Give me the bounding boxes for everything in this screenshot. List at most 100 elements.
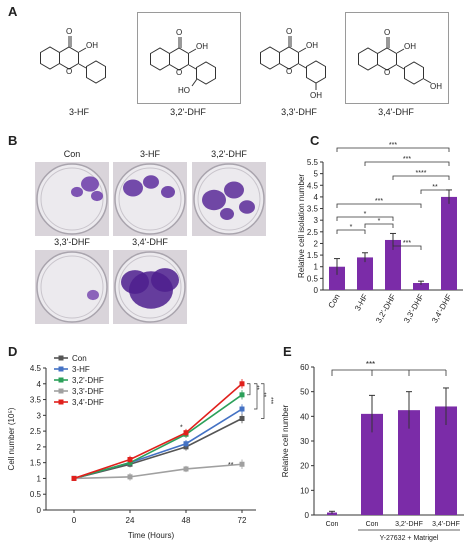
significance-label: **** bbox=[416, 170, 427, 177]
structure-drawing: O OH O OH bbox=[358, 28, 442, 91]
svg-text:OH: OH bbox=[404, 42, 416, 51]
series-line bbox=[73, 383, 243, 480]
data-point bbox=[71, 475, 77, 481]
data-point bbox=[127, 457, 133, 463]
significance-label: *** bbox=[403, 240, 411, 247]
y-tick-label: 2 bbox=[314, 239, 319, 248]
x-tick-label: Con bbox=[327, 293, 342, 310]
y-tick-label: 5 bbox=[314, 170, 319, 179]
chart-e-relative-cell-number: Relative cell number 0 10 20 30 40 50 60 Con Con 3… bbox=[281, 360, 464, 542]
colony-dish bbox=[35, 250, 109, 324]
y-tick-label: 4 bbox=[37, 380, 42, 389]
data-point bbox=[239, 406, 245, 412]
x-tick-label: 48 bbox=[182, 516, 191, 525]
y-tick-label: 4 bbox=[314, 193, 319, 202]
colony-blob bbox=[239, 200, 255, 214]
x-tick-label: 3,4'-DHF bbox=[430, 292, 454, 324]
significance-bracket bbox=[254, 383, 258, 410]
colony-blob bbox=[81, 176, 99, 192]
y-tick-label: 60 bbox=[300, 363, 309, 372]
significance-bracket bbox=[331, 369, 446, 376]
svg-text:O: O bbox=[176, 68, 182, 77]
legend-marker bbox=[58, 377, 64, 383]
bar bbox=[357, 257, 373, 290]
colony-blob bbox=[87, 289, 99, 301]
compound-1: O OH O HO bbox=[137, 12, 241, 104]
significance-label: ** bbox=[253, 385, 259, 390]
significance-bracket bbox=[336, 216, 394, 221]
svg-text:OH: OH bbox=[306, 41, 318, 50]
x-tick-label: 3,2'-DHF bbox=[374, 292, 398, 324]
significance-label: * bbox=[378, 218, 381, 225]
x-tick-label: 3-HF bbox=[353, 292, 370, 312]
colony-dish bbox=[113, 250, 187, 324]
y-axis-label: Cell number (10⁵) bbox=[7, 407, 16, 470]
colony-blob bbox=[121, 270, 149, 294]
structure-drawing: O OH O bbox=[40, 27, 106, 84]
bar bbox=[398, 410, 420, 515]
chart-c-relative-cell-isolation: Relative cell isolation number 0 0.5 1 1.5 2 2… bbox=[297, 142, 463, 325]
y-tick-label: 40 bbox=[300, 412, 309, 421]
colony-blob bbox=[224, 181, 244, 199]
significance-label: *** bbox=[267, 397, 273, 405]
svg-text:O: O bbox=[286, 27, 292, 36]
significance-bracket bbox=[364, 223, 394, 228]
significance-bracket bbox=[336, 229, 366, 234]
bar bbox=[329, 266, 345, 290]
y-tick-label: 0 bbox=[314, 286, 319, 295]
compound-label: 3,2'-DHF bbox=[170, 107, 206, 117]
compound-0: O OH O bbox=[28, 12, 130, 102]
y-axis-label: Relative cell isolation number bbox=[297, 174, 306, 278]
significance-bracket bbox=[392, 245, 422, 250]
series-line bbox=[73, 408, 243, 480]
significance-label: * bbox=[364, 211, 367, 218]
svg-text:O: O bbox=[384, 28, 390, 37]
y-tick-label: 0 bbox=[305, 511, 310, 520]
colony-dish bbox=[113, 162, 187, 236]
significance-bracket bbox=[261, 383, 265, 419]
data-point bbox=[239, 381, 245, 387]
y-tick-label: 4.5 bbox=[30, 364, 42, 373]
significance-bracket bbox=[336, 203, 422, 208]
significance-bracket bbox=[364, 161, 450, 166]
svg-text:O: O bbox=[286, 67, 292, 76]
series-line bbox=[73, 394, 243, 480]
y-tick-label: 3 bbox=[314, 216, 319, 225]
data-point bbox=[127, 474, 133, 480]
y-tick-label: 2.5 bbox=[30, 427, 42, 436]
x-tick-label: 3,3'-DHF bbox=[402, 292, 426, 324]
x-tick-label: Con bbox=[326, 521, 339, 528]
significance-label: ** bbox=[228, 462, 234, 469]
svg-text:OH: OH bbox=[310, 91, 322, 100]
svg-text:OH: OH bbox=[196, 42, 208, 51]
x-tick-label: 24 bbox=[126, 516, 135, 525]
y-tick-label: 1.5 bbox=[307, 251, 319, 260]
x-tick-label: 0 bbox=[72, 516, 77, 525]
y-tick-label: 3.5 bbox=[30, 396, 42, 405]
legend-marker bbox=[58, 366, 64, 372]
y-tick-label: 0.5 bbox=[307, 274, 319, 283]
panel-letter-c: C bbox=[310, 133, 320, 148]
bar bbox=[441, 196, 457, 290]
y-tick-label: 1 bbox=[37, 474, 42, 483]
significance-bracket bbox=[392, 175, 450, 180]
panel-letter-b: B bbox=[8, 133, 18, 148]
svg-text:O: O bbox=[66, 27, 72, 36]
significance-label: *** bbox=[389, 142, 397, 149]
colony-blob bbox=[220, 208, 234, 220]
colony-dish bbox=[35, 162, 109, 236]
legend-label: Con bbox=[72, 354, 87, 363]
x-tick-label: Con bbox=[366, 521, 379, 528]
bar bbox=[413, 283, 429, 290]
colony-blob bbox=[161, 186, 175, 198]
y-tick-label: 1 bbox=[314, 263, 319, 272]
svg-text:OH: OH bbox=[86, 41, 98, 50]
x-axis-label: Time (Hours) bbox=[128, 531, 175, 540]
legend-label: 3,2'-DHF bbox=[72, 376, 104, 385]
chart-d-cell-number-time: Cell number (10⁵) 0 0.5 1 1.5 2 2.5 3 3.5 4 4.5 0 24… bbox=[7, 354, 273, 540]
colony-blob bbox=[151, 268, 179, 292]
y-tick-label: 5.5 bbox=[307, 158, 319, 167]
y-tick-label: 30 bbox=[300, 437, 309, 446]
dish-label: 3,2'-DHF bbox=[211, 149, 247, 159]
significance-label: *** bbox=[375, 198, 383, 205]
